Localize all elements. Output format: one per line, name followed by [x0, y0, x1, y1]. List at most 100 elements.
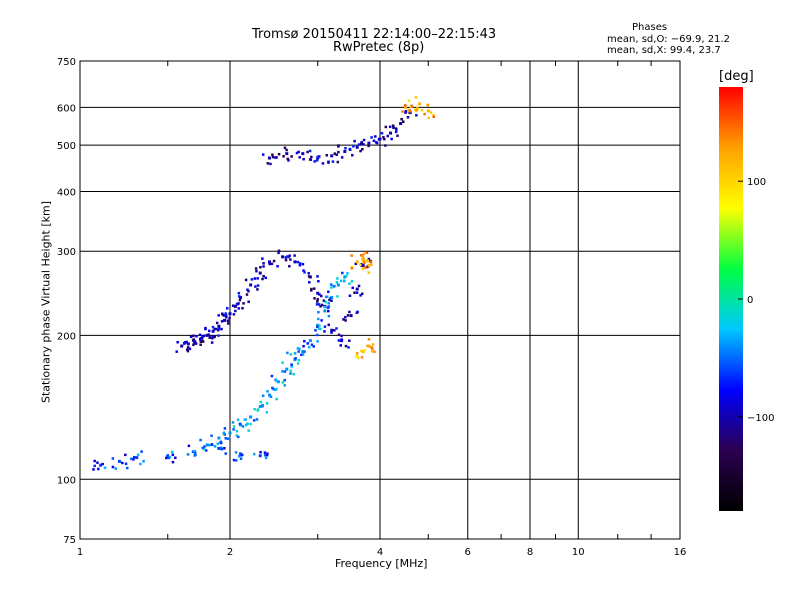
echo-point: [320, 319, 323, 322]
echo-point: [175, 350, 178, 353]
echo-point: [265, 411, 269, 414]
echo-point: [366, 259, 369, 262]
echo-point: [232, 425, 236, 428]
echo-point: [427, 116, 430, 120]
echo-point: [323, 330, 326, 333]
echo-point: [93, 464, 96, 468]
data-point: [239, 296, 243, 300]
echo-point: [250, 278, 254, 281]
echo-point: [408, 110, 412, 113]
echo-point: [294, 357, 297, 360]
echo-point: [195, 334, 198, 338]
echo-point: [171, 460, 175, 464]
echo-point: [319, 305, 322, 308]
echo-point: [400, 117, 403, 121]
echo-point: [403, 104, 407, 107]
echo-point: [364, 266, 367, 269]
echo-point: [246, 288, 249, 291]
y-axis-label: Stationary phase Virtual Height [km]: [40, 100, 53, 403]
echo-point: [407, 108, 410, 112]
echo-point: [256, 408, 260, 411]
echo-point: [370, 136, 373, 139]
echo-point: [262, 265, 265, 268]
echo-point: [336, 277, 339, 280]
echo-point: [367, 144, 370, 148]
echo-point: [231, 421, 235, 424]
echo-point: [350, 280, 354, 283]
echo-point: [266, 390, 269, 393]
echo-point: [297, 350, 300, 353]
echo-point: [223, 314, 226, 317]
echo-point: [125, 466, 129, 470]
echo-point: [262, 262, 265, 265]
echo-point: [384, 125, 388, 129]
echo-point: [298, 262, 302, 265]
echo-point: [290, 155, 293, 158]
echo-point: [121, 461, 124, 465]
echo-point: [337, 339, 341, 342]
data-point: [217, 324, 221, 328]
echo-point: [289, 258, 292, 261]
echo-point: [204, 449, 208, 452]
data-point: [361, 350, 365, 354]
echo-point: [319, 327, 322, 331]
echo-point: [320, 294, 323, 298]
echo-point: [244, 423, 248, 427]
echo-point: [369, 260, 373, 264]
echo-point: [429, 111, 433, 114]
data-point: [426, 109, 430, 113]
echo-point: [298, 156, 301, 159]
echo-point: [312, 287, 316, 290]
echo-point: [335, 281, 339, 284]
echo-point: [274, 388, 277, 392]
echo-point: [237, 307, 241, 310]
data-point: [99, 463, 103, 467]
echo-point: [346, 272, 349, 275]
echo-point: [241, 306, 244, 310]
echo-point: [234, 459, 238, 462]
echo-point: [232, 458, 236, 462]
echo-point: [286, 351, 289, 355]
echo-point: [221, 313, 225, 317]
echo-point: [236, 435, 240, 439]
echo-point: [189, 335, 193, 339]
echo-point: [255, 269, 258, 273]
echo-point: [210, 341, 214, 344]
colorbar-label: [deg]: [719, 69, 754, 84]
echo-point: [353, 291, 356, 294]
y-tick-label: 600: [57, 103, 76, 114]
echo-point: [310, 287, 313, 291]
echo-point: [316, 275, 319, 278]
echo-point: [298, 263, 302, 267]
echo-point: [220, 320, 224, 323]
echo-point: [298, 347, 301, 351]
echo-point: [315, 303, 319, 306]
echo-point: [182, 341, 186, 345]
echo-point: [329, 297, 332, 300]
echo-point: [234, 451, 238, 454]
echo-point: [331, 160, 335, 163]
data-point: [330, 328, 334, 332]
echo-point: [357, 284, 361, 288]
echo-point: [187, 444, 191, 448]
echo-point: [239, 457, 243, 460]
echo-point: [268, 262, 271, 266]
stats-heading: Phases: [632, 22, 668, 33]
echo-point: [297, 150, 300, 154]
echo-point: [327, 161, 330, 164]
echo-point: [297, 358, 301, 362]
echo-point: [327, 314, 331, 318]
echo-point: [217, 314, 220, 317]
data-point: [367, 141, 371, 145]
echo-point: [384, 144, 387, 147]
echo-point: [199, 438, 202, 442]
stats-o-mode: mean, sd,O: −69.9, 21.2: [607, 34, 730, 45]
x-tick-label: 4: [377, 547, 383, 558]
echo-point: [309, 158, 313, 161]
echo-point: [317, 303, 321, 306]
echo-point: [395, 128, 398, 131]
echo-point: [307, 345, 311, 349]
data-points: [92, 96, 436, 471]
echo-point: [136, 453, 140, 457]
echo-point: [277, 249, 281, 253]
